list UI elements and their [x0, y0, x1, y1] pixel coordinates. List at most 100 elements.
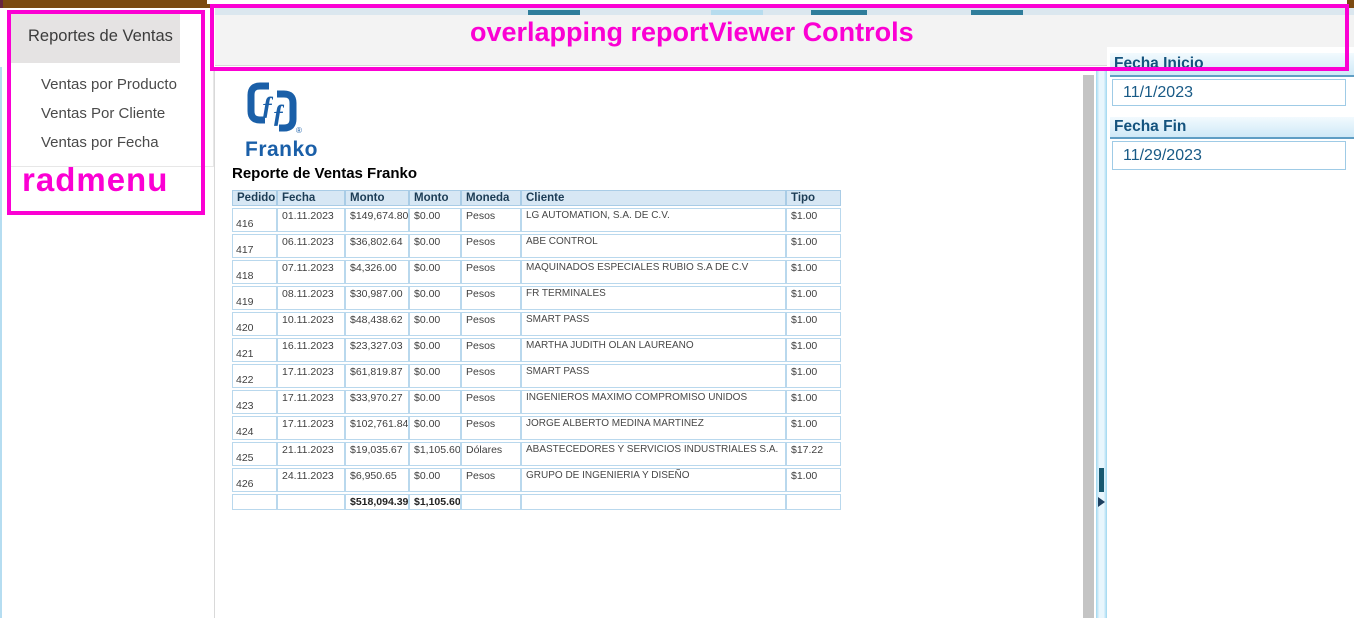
menu-item-ventas-por-producto[interactable]: Ventas por Producto — [41, 76, 177, 93]
cell: Pesos — [461, 312, 521, 336]
splitter-left-edge — [0, 67, 2, 618]
col-header-fecha: Fecha — [277, 190, 345, 206]
cell: 08.11.2023 — [277, 286, 345, 310]
cell-pedido: 426 — [232, 468, 277, 492]
cell-pedido: 423 — [232, 390, 277, 414]
report-table-container: Pedido Fecha Monto Monto Moneda Cliente … — [232, 188, 841, 512]
svg-text:ƒ: ƒ — [272, 99, 285, 128]
radmenu-dropdown: Ventas por Producto Ventas Por Cliente V… — [8, 63, 214, 167]
cell-pedido: 419 — [232, 286, 277, 310]
cell: 17.11.2023 — [277, 416, 345, 440]
cell-cliente: SMART PASS — [521, 364, 786, 388]
cell: 16.11.2023 — [277, 338, 345, 362]
cell: $61,819.87 — [345, 364, 409, 388]
fecha-inicio-input[interactable] — [1112, 79, 1346, 106]
table-row: 419 08.11.2023 $30,987.00 $0.00 Pesos FR TERM… — [232, 286, 841, 310]
cell-pedido: 422 — [232, 364, 277, 388]
table-row: 417 06.11.2023 $36,802.64 $0.00 Pesos ABE CON… — [232, 234, 841, 258]
cell-pedido: 421 — [232, 338, 277, 362]
table-total-row: $518,094.39 $1,105.60 — [232, 494, 841, 510]
cell-cliente: JORGE ALBERTO MEDINA MARTINEZ — [521, 416, 786, 440]
cell: $19,035.67 — [345, 442, 409, 466]
cell: 24.11.2023 — [277, 468, 345, 492]
splitter-bar[interactable] — [1096, 67, 1107, 618]
fecha-inicio-label: Fecha Inicio — [1110, 53, 1354, 77]
cell-cliente: LG AUTOMATION, S.A. DE C.V. — [521, 208, 786, 232]
cell-cliente: ABASTECEDORES Y SERVICIOS INDUSTRIALES S… — [521, 442, 786, 466]
table-header-row: Pedido Fecha Monto Monto Moneda Cliente … — [232, 190, 841, 206]
report-viewer-content: ƒ ƒ ® Franko Reporte de Ventas Franko Pe… — [215, 67, 1083, 618]
cell: $0.00 — [409, 390, 461, 414]
table-row: 422 17.11.2023 $61,819.87 $0.00 Pesos SMART P… — [232, 364, 841, 388]
cell-pedido: 425 — [232, 442, 277, 466]
cell: 06.11.2023 — [277, 234, 345, 258]
cell: $1.00 — [786, 416, 841, 440]
splitter-drag-handle[interactable] — [1099, 468, 1104, 492]
menu-item-ventas-por-fecha[interactable]: Ventas por Fecha — [41, 134, 159, 151]
table-row: 420 10.11.2023 $48,438.62 $0.00 Pesos SMART P… — [232, 312, 841, 336]
cell-pedido: 424 — [232, 416, 277, 440]
cell: Pesos — [461, 234, 521, 258]
vertical-scrollbar[interactable] — [1083, 75, 1094, 618]
table-row: 425 21.11.2023 $19,035.67 $1,105.60 Dólares A… — [232, 442, 841, 466]
cell: 10.11.2023 — [277, 312, 345, 336]
cell: $30,987.00 — [345, 286, 409, 310]
cell: $23,327.03 — [345, 338, 409, 362]
cell-pedido: 418 — [232, 260, 277, 284]
cell-cliente: SMART PASS — [521, 312, 786, 336]
sidebar-divider — [214, 67, 215, 618]
cell: 17.11.2023 — [277, 364, 345, 388]
cell: $0.00 — [409, 234, 461, 258]
cell: $1.00 — [786, 208, 841, 232]
cell-cliente: MARTHA JUDITH OLAN LAUREANO — [521, 338, 786, 362]
cell: 07.11.2023 — [277, 260, 345, 284]
registered-mark: ® — [296, 126, 302, 135]
franko-logo-icon: ƒ ƒ ® — [247, 82, 302, 135]
table-row: 421 16.11.2023 $23,327.03 $0.00 Pesos MARTHA … — [232, 338, 841, 362]
cell: $102,761.84 — [345, 416, 409, 440]
col-header-moneda: Moneda — [461, 190, 521, 206]
cell: $0.00 — [409, 208, 461, 232]
radmenu-root-item[interactable]: Reportes de Ventas — [8, 10, 180, 63]
cell: Pesos — [461, 468, 521, 492]
cell: Pesos — [461, 208, 521, 232]
cell-cliente: GRUPO DE INGENIERIA Y DISEÑO — [521, 468, 786, 492]
table-row: 416 01.11.2023 $149,674.80 $0.00 Pesos LG AUT… — [232, 208, 841, 232]
cell: 17.11.2023 — [277, 390, 345, 414]
col-header-tipo: Tipo — [786, 190, 841, 206]
fecha-fin-input[interactable] — [1112, 141, 1346, 170]
toolbar-control-fragment[interactable] — [711, 10, 763, 15]
cell: Pesos — [461, 416, 521, 440]
cell: $1.00 — [786, 390, 841, 414]
sales-report-table: Pedido Fecha Monto Monto Moneda Cliente … — [232, 188, 841, 512]
toolbar-control-fragment[interactable] — [971, 10, 1023, 15]
table-row: 426 24.11.2023 $6,950.65 $0.00 Pesos GRUPO DE… — [232, 468, 841, 492]
cell-pedido: 417 — [232, 234, 277, 258]
cell: Pesos — [461, 390, 521, 414]
table-body: 416 01.11.2023 $149,674.80 $0.00 Pesos LG AUT… — [232, 208, 841, 492]
cell: Pesos — [461, 286, 521, 310]
cell: $1.00 — [786, 338, 841, 362]
cell: 21.11.2023 — [277, 442, 345, 466]
cell: $1.00 — [786, 364, 841, 388]
toolbar-control-fragment[interactable] — [811, 10, 867, 15]
cell-cliente: INGENIEROS MAXIMO COMPROMISO UNIDOS — [521, 390, 786, 414]
cell: $4,326.00 — [345, 260, 409, 284]
col-header-monto2: Monto — [409, 190, 461, 206]
franko-logo-text: Franko — [245, 138, 319, 161]
report-title: Reporte de Ventas Franko — [232, 165, 418, 182]
cell: $48,438.62 — [345, 312, 409, 336]
filter-panel: Fecha Inicio Fecha Fin — [1107, 47, 1354, 618]
cell: $1.00 — [786, 468, 841, 492]
sidebar: Reportes de Ventas Ventas por Producto V… — [0, 8, 215, 618]
splitter-collapse-arrow-icon[interactable] — [1098, 497, 1105, 507]
toolbar-control-fragment[interactable] — [528, 10, 580, 15]
total-monto1: $518,094.39 — [345, 494, 409, 510]
cell: $33,970.27 — [345, 390, 409, 414]
cell: $36,802.64 — [345, 234, 409, 258]
cell: $1.00 — [786, 286, 841, 310]
cell: $1.00 — [786, 260, 841, 284]
menu-item-ventas-por-cliente[interactable]: Ventas Por Cliente — [41, 105, 166, 122]
col-header-pedido: Pedido — [232, 190, 277, 206]
